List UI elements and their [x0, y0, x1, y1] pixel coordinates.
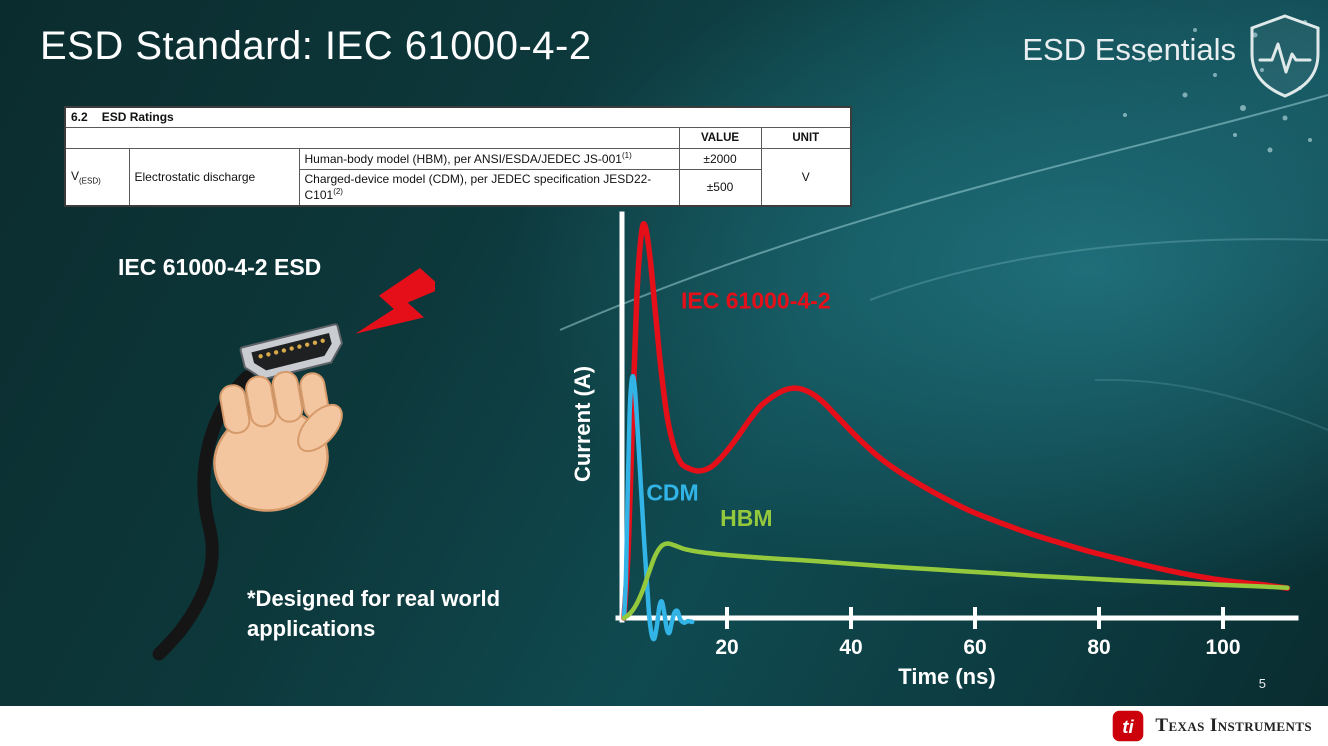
esd-ratings-section: 6.2 ESD Ratings VALUE UNIT V(ESD) Electro…: [64, 106, 853, 208]
ratings-table: 6.2 ESD Ratings VALUE UNIT V(ESD) Electro…: [64, 106, 853, 208]
esd-waveform-chart: 20 40 60 80 100 IEC 61000-4-2 CDM HBM Time (ns…: [570, 211, 1299, 689]
table-row: Charged-device model (CDM), per JEDEC sp…: [65, 169, 851, 207]
hand: [213, 370, 343, 512]
chart-curves: [621, 221, 1291, 642]
shield-pulse-icon: [1250, 14, 1320, 98]
ti-logo-abbr: ti: [1123, 716, 1135, 737]
brand-text: ESD Essentials: [1022, 32, 1236, 67]
x-tick-label: 40: [839, 636, 862, 659]
cable: [152, 370, 254, 661]
cdm-footnote-ref: (2): [333, 187, 343, 197]
section-number: 6.2: [71, 110, 88, 124]
hbm-value: ±2000: [678, 148, 762, 171]
series-iec-61000-4-2: [621, 221, 1291, 621]
x-tick-label: 20: [715, 636, 738, 659]
hbm-description: Human-body model (HBM), per ANSI/ESDA/JE…: [298, 148, 680, 171]
page-title: ESD Standard: IEC 61000-4-2: [40, 24, 592, 68]
brand-logo: ESD Essentials: [1022, 14, 1326, 98]
symbol: V: [71, 168, 80, 183]
footer-bar: ti Texas Instruments: [0, 706, 1328, 746]
illustration-label: IEC 61000-4-2 ESD: [118, 254, 322, 280]
x-axis-label: Time (ns): [898, 664, 995, 689]
footnote: *Designed for real world applications: [247, 586, 501, 642]
cdm-description: Charged-device model (CDM), per JEDEC sp…: [298, 169, 680, 207]
symbol-cell: V(ESD): [64, 148, 130, 207]
ti-logo-icon: ti: [1113, 710, 1144, 742]
series-hbm: [621, 541, 1290, 621]
table-row: V(ESD) Electrostatic discharge Human-bod…: [64, 148, 852, 207]
cdm-value: ±500: [678, 169, 762, 207]
hbm-description-text: Human-body model (HBM), per ANSI/ESDA/JE…: [304, 152, 622, 167]
page-number: 5: [1258, 676, 1266, 691]
curve-labels: IEC 61000-4-2 CDM HBM: [646, 287, 830, 531]
hbm-footnote-ref: (1): [621, 151, 632, 161]
esd-hand-illustration: [152, 268, 435, 661]
y-axis-label: Current (A): [570, 366, 595, 482]
unit-cell: V: [760, 148, 852, 207]
series-cdm: [621, 374, 695, 642]
series-label: CDM: [646, 479, 698, 505]
x-ticks: 20 40 60 80 100: [715, 607, 1241, 659]
table-section-title: 6.2 ESD Ratings: [64, 106, 852, 128]
x-tick-label: 100: [1205, 636, 1240, 659]
ti-logo-text: Texas Instruments: [1155, 715, 1312, 736]
section-title: ESD Ratings: [101, 110, 174, 124]
series-label: IEC 61000-4-2: [681, 287, 831, 313]
parameter-cell: Electrostatic discharge: [128, 148, 300, 207]
cdm-description-text: Charged-device model (CDM), per JEDEC sp…: [304, 172, 652, 203]
chart-area: 20 40 60 80 100 IEC 61000-4-2 CDM HBM Time (ns…: [552, 198, 1317, 708]
series-label: HBM: [720, 505, 772, 531]
lightning-bolt-icon: [355, 268, 435, 334]
symbol-subscript: (ESD): [79, 176, 101, 186]
col-header-unit: UNIT: [760, 126, 852, 150]
x-tick-label: 60: [963, 636, 986, 659]
x-tick-label: 80: [1087, 636, 1110, 659]
blank-header-cell: [64, 126, 680, 150]
hdmi-connector: [239, 323, 343, 381]
col-header-value: VALUE: [678, 126, 762, 150]
